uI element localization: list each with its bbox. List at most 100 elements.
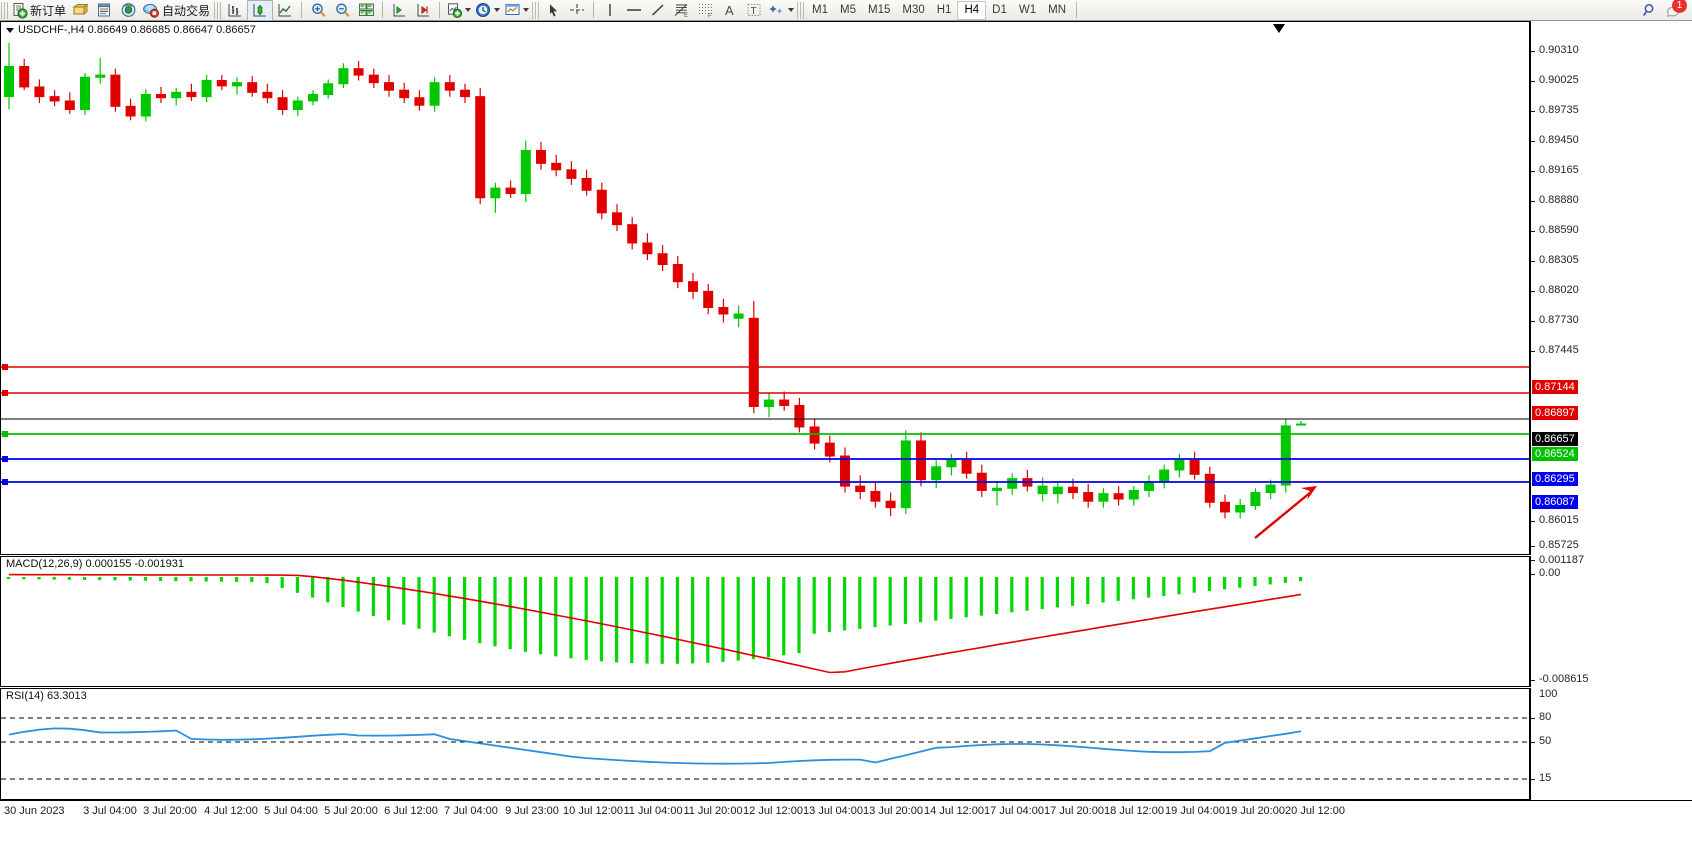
fibo-button[interactable]: E xyxy=(670,1,694,20)
price-tag-support-green[interactable]: 0.86524 xyxy=(1532,447,1578,461)
candle-body xyxy=(429,82,440,106)
candle-body xyxy=(1007,478,1018,489)
tab-timeframe-h4[interactable]: H4 xyxy=(957,0,987,20)
price-axis-label: 0.87730 xyxy=(1539,314,1579,326)
zoom-out-button[interactable] xyxy=(330,1,354,20)
chart-dropdown-icon[interactable] xyxy=(6,27,14,33)
macd-axis[interactable]: 0.001187 0.00 -0.008615 xyxy=(1530,554,1692,687)
vline-button[interactable] xyxy=(598,1,622,20)
trendline-button[interactable] xyxy=(646,1,670,20)
hline-button[interactable] xyxy=(622,1,646,20)
rsi-pane[interactable]: RSI(14) 63.3013 xyxy=(0,688,1530,800)
profiles-button[interactable] xyxy=(69,1,93,20)
candle-body xyxy=(1265,484,1276,494)
macd-hist-bar xyxy=(660,577,664,664)
crosshair-button[interactable] xyxy=(565,1,589,20)
tile-windows-button[interactable] xyxy=(354,1,378,20)
candle-body xyxy=(733,313,744,319)
toolbar-grip-2[interactable] xyxy=(214,1,222,19)
macd-label: MACD(12,26,9) 0.000155 -0.001931 xyxy=(6,558,184,570)
price-axis-label: 0.88880 xyxy=(1539,194,1579,206)
shift-start-icon xyxy=(393,4,406,17)
indicators-button[interactable] xyxy=(444,1,473,20)
macd-hist-bar xyxy=(128,577,132,581)
macd-hist-bar xyxy=(919,577,923,623)
tab-timeframe-mn[interactable]: MN xyxy=(1048,4,1066,16)
line-chart-button[interactable] xyxy=(273,1,297,20)
navigator-icon xyxy=(121,3,136,17)
new-order-button[interactable]: 新订单 xyxy=(10,1,69,20)
candle-body xyxy=(186,91,197,98)
candle-body xyxy=(1235,505,1246,513)
price-tag-resistance-2[interactable]: 0.86897 xyxy=(1532,406,1578,420)
shift-start-button[interactable] xyxy=(387,1,411,20)
cursor-icon xyxy=(550,4,558,17)
period-caret-icon[interactable] xyxy=(494,8,501,12)
fibo-icon: E xyxy=(674,4,688,18)
bar-chart-icon xyxy=(228,4,242,17)
fibo-fan-button[interactable]: F xyxy=(694,1,718,20)
cursor-button[interactable] xyxy=(541,1,565,20)
market-watch-button[interactable] xyxy=(93,1,117,20)
price-tag-support-blue-1[interactable]: 0.86295 xyxy=(1532,472,1578,486)
candle-body xyxy=(900,440,911,509)
candle-body xyxy=(931,466,942,481)
period-button[interactable] xyxy=(473,1,502,20)
macd-hist-bar xyxy=(356,577,360,612)
zoom-in-button[interactable] xyxy=(306,1,330,20)
toolbar-grip-4[interactable] xyxy=(797,1,805,19)
toolbar-grip-3[interactable] xyxy=(532,1,540,19)
macd-pane[interactable]: MACD(12,26,9) 0.000155 -0.001931 xyxy=(0,556,1530,687)
main-toolbar: 新订单 xyxy=(0,0,1692,21)
macd-hist-bar xyxy=(979,577,983,616)
tab-timeframe-m5[interactable]: M5 xyxy=(840,4,856,16)
bar-chart-button[interactable] xyxy=(223,1,247,20)
price-tag-resistance-1[interactable]: 0.87144 xyxy=(1532,380,1578,394)
price-pane[interactable]: USDCHF-,H4 0.86649 0.86685 0.86647 0.866… xyxy=(0,21,1530,555)
macd-hist-bar xyxy=(417,577,421,629)
search-button[interactable] xyxy=(1638,1,1662,20)
chart-area: USDCHF-,H4 0.86649 0.86685 0.86647 0.866… xyxy=(0,21,1692,848)
tab-timeframe-w1[interactable]: W1 xyxy=(1018,4,1037,16)
tab-timeframe-d1[interactable]: D1 xyxy=(992,4,1007,16)
price-tag-support-blue-2[interactable]: 0.86087 xyxy=(1532,495,1578,509)
rsi-axis[interactable]: 100 80 50 15 xyxy=(1530,688,1692,800)
alerts-button[interactable]: 1 xyxy=(1662,0,1687,19)
indicators-caret-icon[interactable] xyxy=(465,8,472,12)
candle-body xyxy=(460,89,470,98)
toolbar-grip[interactable] xyxy=(1,1,8,19)
candle-body xyxy=(566,169,577,179)
macd-hist-bar xyxy=(113,577,117,581)
price-axis[interactable]: 0.90310 0.90025 0.89735 0.89450 0.89165 0.888… xyxy=(1530,21,1692,580)
shift-end-button[interactable] xyxy=(411,1,435,20)
macd-axis-label-top: 0.001187 xyxy=(1539,554,1585,566)
tab-timeframe-h1[interactable]: H1 xyxy=(936,4,952,16)
tab-timeframe-m30[interactable]: M30 xyxy=(902,4,925,16)
tab-timeframe-m15[interactable]: M15 xyxy=(868,4,891,16)
time-axis[interactable]: 30 Jun 2023 3 Jul 04:00 3 Jul 20:00 4 Jul 1… xyxy=(0,800,1692,848)
time-axis-label: 5 Jul 20:00 xyxy=(324,805,378,817)
candle-body xyxy=(475,96,486,199)
candle-body xyxy=(520,149,531,194)
price-tag-current[interactable]: 0.86657 xyxy=(1532,432,1578,446)
templates-button[interactable] xyxy=(502,1,531,20)
candlestick-chart-button[interactable] xyxy=(247,0,274,21)
candle-body xyxy=(855,485,866,493)
macd-hist-bar xyxy=(387,577,391,621)
tab-timeframe-m1[interactable]: M1 xyxy=(812,4,829,16)
macd-hist-bar xyxy=(432,577,436,633)
text-label-button[interactable]: A xyxy=(718,1,742,20)
candle-body xyxy=(779,399,790,406)
templates-caret-icon[interactable] xyxy=(523,8,530,12)
objects-caret-icon[interactable] xyxy=(788,8,795,12)
handle-0.86087 xyxy=(2,479,8,485)
candle-body xyxy=(64,100,75,111)
autotrading-button[interactable]: 自动交易 xyxy=(141,1,213,20)
candle-body xyxy=(399,89,410,99)
navigator-button[interactable] xyxy=(117,1,141,20)
macd-hist-bar xyxy=(1131,577,1135,600)
macd-hist-bar xyxy=(1025,577,1029,611)
candle-body xyxy=(536,149,546,164)
objects-button[interactable] xyxy=(766,1,796,20)
text-button[interactable]: T xyxy=(742,1,766,20)
